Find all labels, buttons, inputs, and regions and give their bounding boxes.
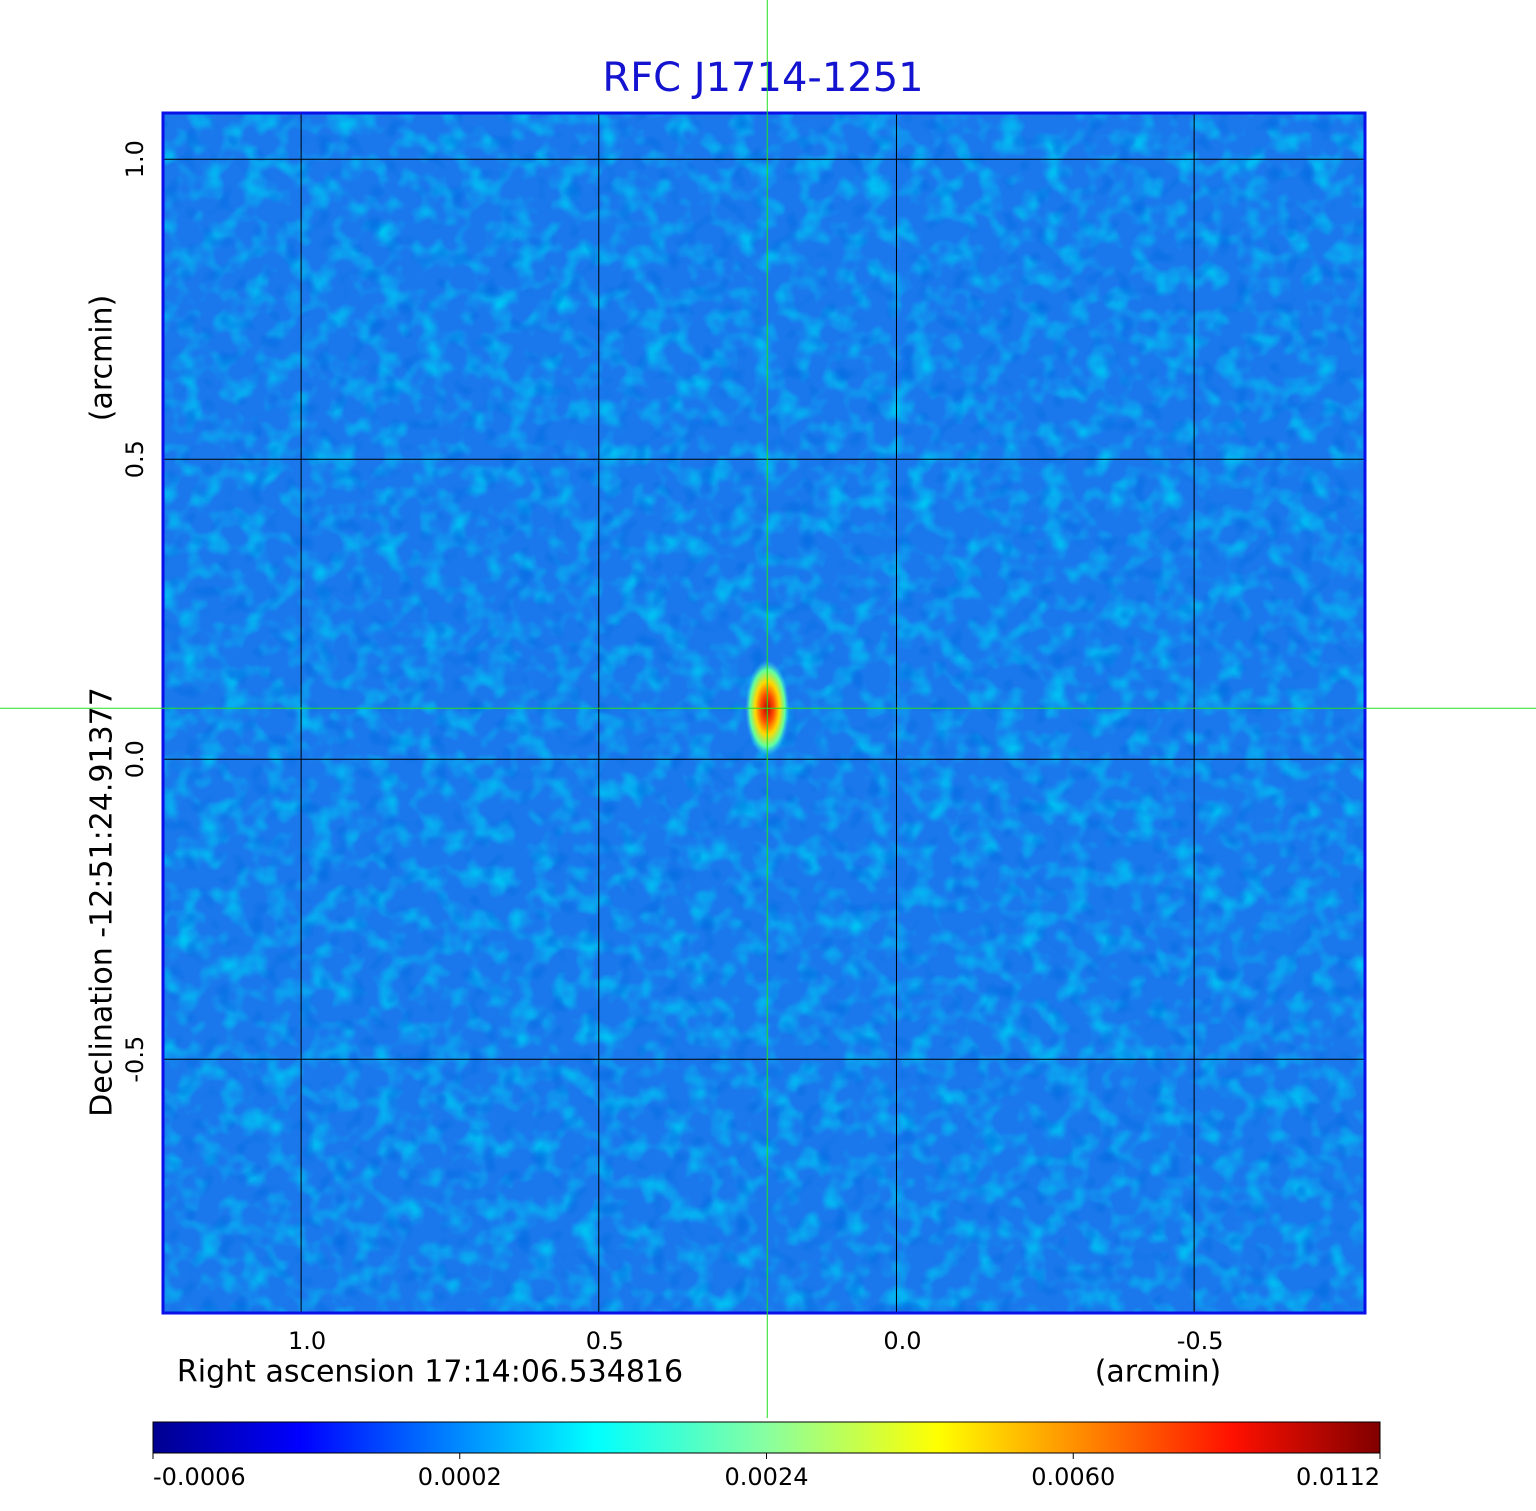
y-tick-label: 0.5: [121, 440, 149, 478]
colorbar-tick-label: 0.0024: [725, 1463, 809, 1491]
colorbar-tick-label: 0.0060: [1031, 1463, 1115, 1491]
x-tick-label: 0.5: [586, 1327, 624, 1355]
x-tick-label: 1.0: [288, 1327, 326, 1355]
colorbar-tick-label: 0.0112: [1296, 1463, 1380, 1491]
colorbar-tick-label: 0.0002: [418, 1463, 502, 1491]
plot-frame: [161, 111, 1367, 1315]
colorbar-tick-label: -0.0006: [153, 1463, 246, 1491]
y-tick-label: -0.5: [121, 1036, 149, 1083]
y-axis-unit: (arcmin): [85, 295, 120, 422]
y-axis-label: Declination -12:51:24.91377: [85, 687, 120, 1117]
y-tick-label: 1.0: [121, 140, 149, 178]
x-tick-label: 0.0: [883, 1327, 921, 1355]
x-tick-label: -0.5: [1177, 1327, 1224, 1355]
chart-title: RFC J1714-1251: [602, 55, 923, 101]
y-tick-label: 0.0: [121, 740, 149, 778]
x-axis-label: Right ascension 17:14:06.534816: [177, 1355, 683, 1390]
x-axis-unit: (arcmin): [1095, 1355, 1222, 1390]
colorbar: [152, 1421, 1381, 1454]
